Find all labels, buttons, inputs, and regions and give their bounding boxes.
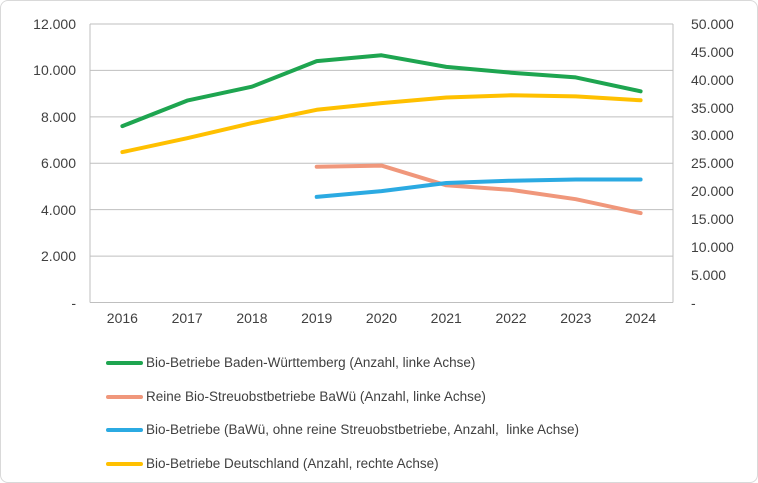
legend-label: Reine Bio-Streuobstbetriebe BaWü (Anzahl…	[146, 388, 486, 404]
legend-line-swatch-green	[106, 361, 143, 365]
x-axis-tick-label: 2017	[171, 310, 203, 326]
right-axis-tick-label: 5.000	[691, 266, 727, 283]
chart-legend: Bio-Betriebe Baden-Württemberg (Anzahl, …	[106, 354, 579, 473]
legend-label: Bio-Betriebe (BaWü, ohne reine Streuobst…	[146, 422, 579, 437]
right-axis-tick-label: 45.000	[691, 43, 734, 60]
legend-item: Bio-Betriebe Deutschland (Anzahl, rechte…	[106, 455, 579, 473]
right-axis-tick-label: 35.000	[691, 99, 734, 116]
series-line-1	[314, 163, 643, 216]
x-axis-tick-label: 2020	[365, 310, 398, 326]
x-axis-tick-label: 2021	[430, 310, 462, 326]
right-axis-tick-label: 10.000	[691, 238, 734, 255]
left-axis-tick-label: 10.000	[33, 62, 76, 79]
plot-area	[89, 23, 674, 303]
left-axis-tick-label: 8.000	[40, 108, 76, 125]
left-axis-tick-label: -	[71, 294, 76, 311]
x-axis-tick-label: 2018	[236, 310, 268, 326]
legend-item: Bio-Betriebe Baden-Württemberg (Anzahl, …	[106, 354, 579, 372]
legend-line-swatch-blue	[106, 428, 143, 432]
x-axis-tick-label: 2016	[106, 310, 138, 326]
legend-label: Bio-Betriebe Baden-Württemberg (Anzahl, …	[146, 355, 476, 370]
right-axis-tick-label: 50.000	[691, 16, 734, 32]
series-line-0	[120, 53, 643, 129]
right-axis-tick-label: 15.000	[691, 210, 734, 227]
right-axis-tick-label: 30.000	[691, 127, 734, 144]
left-axis-tick-label: 12.000	[33, 16, 76, 32]
right-axis-tick-label: 20.000	[691, 183, 734, 200]
x-axis-tick-label: 2019	[301, 310, 333, 326]
left-axis-tick-label: 4.000	[40, 201, 76, 218]
right-axis-tick-label: -	[691, 294, 696, 311]
legend-item: Reine Bio-Streuobstbetriebe BaWü (Anzahl…	[106, 388, 579, 406]
series-line-2	[314, 177, 643, 199]
left-axis-tick-label: 2.000	[40, 248, 76, 265]
x-axis-tick-label: 2022	[495, 310, 527, 326]
legend-line-swatch-orange	[106, 394, 143, 399]
legend-item: Bio-Betriebe (BaWü, ohne reine Streuobst…	[106, 421, 579, 439]
right-axis-tick-label: 25.000	[691, 155, 734, 172]
legend-label: Bio-Betriebe Deutschland (Anzahl, rechte…	[146, 455, 439, 471]
left-axis-tick-label: 6.000	[40, 155, 76, 172]
x-axis-tick-label: 2024	[625, 310, 657, 326]
legend-line-swatch-yellow	[106, 461, 143, 466]
x-axis-tick-label: 2023	[560, 310, 592, 326]
right-axis-tick-label: 40.000	[691, 71, 734, 88]
series-line-3	[120, 93, 643, 155]
